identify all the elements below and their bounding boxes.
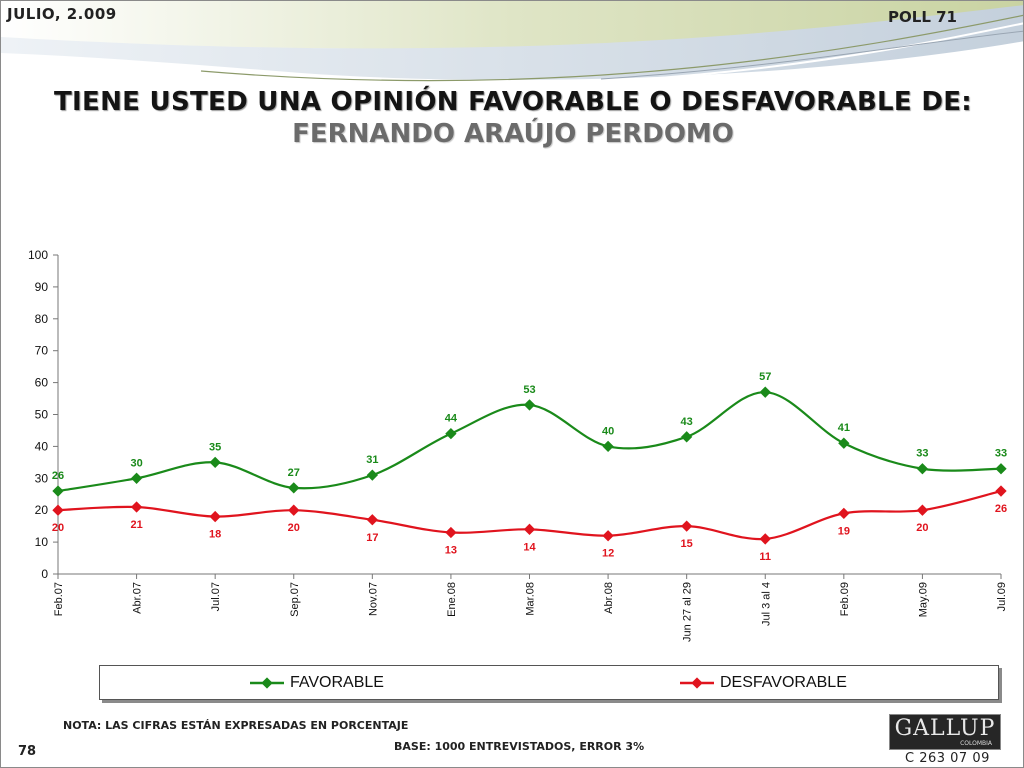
data-point-desfavorable [130,501,143,513]
x-tick-label: May.09 [917,582,929,617]
y-tick-label: 80 [35,312,49,326]
data-point-favorable [209,456,221,469]
data-label-desfavorable: 13 [445,545,457,557]
data-point-desfavorable [288,504,300,516]
data-label-favorable: 57 [759,371,771,383]
x-tick-label: Jul.09 [996,582,1008,611]
data-label-desfavorable: 21 [130,519,142,531]
data-point-favorable [602,440,614,453]
x-tick-label: Nov.07 [367,582,379,616]
data-label-desfavorable: 20 [52,522,64,534]
data-point-favorable [366,469,378,481]
data-point-desfavorable [602,530,614,542]
legend-item-desfavorable: DESFAVORABLE [680,674,847,692]
data-point-desfavorable [445,526,457,539]
x-tick-label: Jul.07 [210,582,222,611]
data-point-favorable [681,431,693,443]
data-label-desfavorable: 19 [838,525,850,537]
data-point-favorable [838,437,850,449]
y-tick-label: 70 [35,344,49,358]
data-point-desfavorable [838,507,850,520]
data-point-desfavorable [52,504,64,516]
data-label-favorable: 26 [52,470,64,482]
legend-marker-desfavorable [680,677,714,689]
y-tick-label: 100 [28,248,48,262]
x-tick-label: Mar.08 [525,582,537,616]
data-label-desfavorable: 20 [916,522,928,534]
data-label-favorable: 31 [366,454,378,466]
footnote: NOTA: LAS CIFRAS ESTÁN EXPRESADAS EN POR… [63,719,409,732]
gallup-logo: GALLUP COLOMBIA [889,714,1001,750]
legend-item-favorable: FAVORABLE [250,674,384,692]
data-point-favorable [759,386,771,398]
data-label-favorable: 33 [995,448,1007,460]
report-code: C 263 07 09 [905,751,990,766]
data-point-desfavorable [759,533,771,545]
data-label-favorable: 30 [130,457,142,469]
data-point-favorable [916,463,929,475]
data-point-desfavorable [916,504,929,516]
y-tick-label: 60 [35,376,49,390]
data-label-favorable: 33 [916,448,928,460]
x-tick-label: Abr.07 [132,582,144,614]
legend-marker-favorable [250,677,284,689]
data-label-favorable: 44 [445,413,458,425]
x-tick-label: Abr.08 [603,582,615,614]
x-tick-label: Jun 27 al 29 [682,582,694,642]
data-label-favorable: 40 [602,425,614,437]
y-tick-label: 0 [41,567,48,581]
sample-base-note: BASE: 1000 ENTREVISTADOS, ERROR 3% [394,740,645,753]
y-tick-label: 10 [35,535,49,549]
chart-title: TIENE USTED UNA OPINIÓN FAVORABLE O DESF… [54,87,972,117]
data-label-desfavorable: 17 [366,532,378,544]
x-tick-label: Feb.07 [53,582,65,616]
data-point-favorable [288,482,300,494]
page-number: 78 [18,744,37,759]
y-tick-label: 20 [35,503,49,517]
report-date: JULIO, 2.009 [7,5,117,23]
legend-label-desfavorable: DESFAVORABLE [720,674,847,691]
data-point-favorable [52,485,64,497]
logo-subtext: COLOMBIA [960,739,992,747]
data-point-desfavorable [681,520,693,532]
data-label-favorable: 41 [838,422,850,434]
data-label-desfavorable: 18 [209,529,221,541]
data-label-desfavorable: 11 [759,551,771,563]
y-tick-label: 50 [35,408,49,422]
data-point-favorable [995,463,1007,475]
data-label-desfavorable: 14 [523,541,536,553]
data-label-desfavorable: 26 [995,503,1007,515]
data-label-favorable: 43 [681,416,693,428]
data-point-desfavorable [995,485,1007,497]
legend-label-favorable: FAVORABLE [290,674,384,691]
data-point-desfavorable [523,523,536,535]
data-label-favorable: 27 [288,467,300,479]
x-tick-label: Sep.07 [289,582,301,617]
data-label-desfavorable: 12 [602,548,614,560]
data-label-favorable: 35 [209,441,221,453]
chart-legend: FAVORABLE DESFAVORABLE [99,665,999,700]
data-label-desfavorable: 20 [288,522,300,534]
poll-number: POLL 71 [888,8,957,26]
x-tick-label: Feb.09 [839,582,851,616]
data-point-desfavorable [209,510,221,523]
data-point-desfavorable [366,514,378,526]
header-swoosh-decoration [1,1,1023,88]
chart-subtitle: FERNANDO ARAÚJO PERDOMO [292,119,734,149]
data-label-desfavorable: 15 [681,538,693,550]
data-label-favorable: 53 [523,384,535,396]
data-point-favorable [445,427,457,440]
x-tick-label: Ene.08 [446,582,458,617]
data-point-favorable [523,399,536,411]
x-tick-label: Jul 3 al 4 [760,582,772,626]
y-tick-label: 90 [35,280,49,294]
y-tick-label: 40 [35,439,49,453]
y-tick-label: 30 [35,471,49,485]
data-point-favorable [130,472,143,484]
logo-wordmark: GALLUP [894,715,996,741]
